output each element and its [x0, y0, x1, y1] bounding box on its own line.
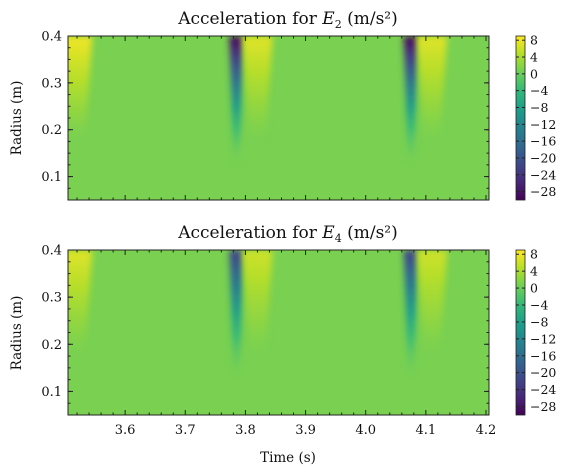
x-tick-label: 4.2: [476, 423, 497, 438]
colorbar-tick-label: −20: [530, 365, 556, 380]
y-tick-label: 0.2: [41, 338, 62, 353]
colorbar-tick-label: −8: [530, 100, 548, 115]
colorbar-tick-label: −24: [530, 167, 556, 182]
peak-band: [242, 36, 273, 136]
colorbar-tick-label: −4: [530, 83, 548, 98]
colorbar-tick-label: 4: [530, 50, 538, 65]
colorbar-tick-label: −4: [530, 298, 548, 313]
plot-area: 0.1 0.2 0.3 0.4: [41, 30, 490, 201]
y-tick-label: 0.3: [41, 291, 62, 306]
colorbar-tick-label: 0: [530, 66, 538, 81]
x-tick-label: 3.6: [115, 423, 136, 438]
y-axis-label: Radius (m): [9, 81, 25, 156]
trough-band: [229, 250, 244, 375]
peak-band: [416, 250, 447, 350]
y-tick-label: 0.3: [41, 76, 62, 91]
colorbar-tick-label: −8: [530, 314, 548, 329]
colorbar-tick-label: −16: [530, 134, 556, 149]
colorbar-tick-label: 8: [530, 247, 538, 262]
x-axis-label: Time (s): [260, 450, 316, 466]
panel-title: Acceleration for E4 (m/s²): [177, 223, 398, 245]
x-tick-label: 3.9: [295, 423, 316, 438]
colorbar-tick-label: −28: [530, 184, 556, 199]
colorbar-tick-label: 0: [530, 281, 538, 296]
colorbar-tick-label: −28: [530, 399, 556, 414]
colorbar-tick-label: −16: [530, 348, 556, 363]
colorbar-tick-label: −12: [530, 331, 556, 346]
peak-band: [68, 36, 93, 136]
colorbar-gradient: [515, 249, 526, 416]
x-tick-label: 4.1: [416, 423, 437, 438]
colorbar-tick-label: 8: [530, 33, 538, 48]
heatmap-panel-bottom: Acceleration for E4 (m/s²) Radius (m) Ti…: [9, 223, 556, 466]
x-tick-label: 3.8: [235, 423, 256, 438]
x-tick-label: 4.0: [355, 423, 376, 438]
y-tick-label: 0.4: [41, 244, 62, 259]
peak-band: [416, 36, 447, 136]
colorbar: 8 40 −4 −8 −12 −16−20 −24 −28: [515, 33, 556, 201]
colorbar-tick-label: −12: [530, 117, 556, 132]
colorbar-tick-label: 4: [530, 264, 538, 279]
x-tick-label: 3.7: [175, 423, 196, 438]
colorbar-tick-label: −20: [530, 150, 556, 165]
trough-band: [229, 36, 244, 160]
colorbar: 8 4 0 −4−8 −12 −16 −20 −24 −28: [515, 247, 556, 416]
trough-band: [403, 250, 418, 375]
y-tick-label: 0.1: [41, 170, 62, 185]
y-tick-label: 0.4: [41, 30, 62, 45]
heatmap-panel-top: Acceleration for E2 (m/s²) Radius (m) 0.…: [9, 9, 556, 201]
trough-band: [403, 36, 418, 160]
peak-band: [68, 250, 93, 350]
y-tick-label: 0.1: [41, 385, 62, 400]
y-axis-label: Radius (m): [9, 296, 25, 371]
y-tick-label: 0.2: [41, 123, 62, 138]
plot-area: 0.1 0.2 0.3 0.4 3.6 3.7 3.8 3.9 4.0 4.1 4.2: [41, 244, 496, 439]
colorbar-tick-label: −24: [530, 382, 556, 397]
peak-band: [242, 250, 273, 350]
panel-title: Acceleration for E2 (m/s²): [177, 9, 398, 31]
colorbar-gradient: [515, 35, 526, 201]
